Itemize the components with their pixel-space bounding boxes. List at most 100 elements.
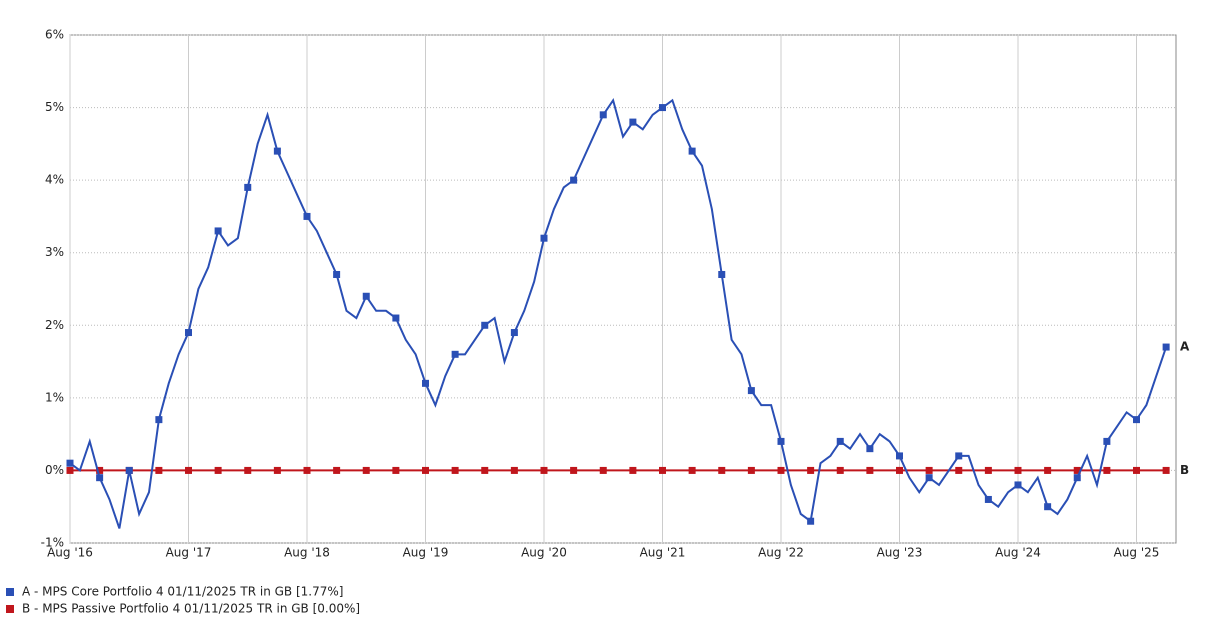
series-marker: [244, 466, 252, 474]
series-marker: [96, 466, 104, 474]
series-marker: [303, 466, 311, 474]
y-tick-label: 6%: [45, 28, 64, 42]
series-marker: [1044, 466, 1052, 474]
series-marker: [1103, 466, 1111, 474]
series-marker: [807, 466, 815, 474]
series-marker: [1162, 343, 1170, 351]
y-tick-label: 2%: [45, 318, 64, 332]
series-marker: [570, 176, 578, 184]
series-marker: [599, 111, 607, 119]
series-marker: [777, 437, 785, 445]
series-marker: [155, 416, 163, 424]
legend-label: B - MPS Passive Portfolio 4 01/11/2025 T…: [22, 602, 360, 616]
series-marker: [836, 437, 844, 445]
series-marker: [1073, 474, 1081, 482]
series-marker: [333, 466, 341, 474]
series-marker: [244, 183, 252, 191]
series-marker: [718, 270, 726, 278]
x-tick-label: Aug '25: [1114, 546, 1160, 560]
legend-label: A - MPS Core Portfolio 4 01/11/2025 TR i…: [22, 585, 343, 599]
x-tick-label: Aug '19: [403, 546, 449, 560]
y-tick-label: 0%: [45, 463, 64, 477]
series-marker: [984, 466, 992, 474]
series-marker: [66, 466, 74, 474]
x-tick-label: Aug '22: [758, 546, 804, 560]
series-marker: [747, 466, 755, 474]
series-marker: [66, 459, 74, 467]
series-line: [69, 97, 1168, 529]
series-marker: [718, 466, 726, 474]
series-marker: [629, 466, 637, 474]
series-marker: [510, 466, 518, 474]
series-marker: [422, 466, 429, 474]
series-marker: [481, 466, 489, 474]
x-tick-label: Aug '18: [284, 546, 330, 560]
plot-area: [69, 34, 1177, 544]
series-marker: [807, 517, 815, 525]
y-tick-label: 1%: [45, 390, 64, 404]
x-tick-label: Aug '16: [47, 546, 93, 560]
series-marker: [984, 495, 992, 503]
legend-swatch: [6, 605, 14, 613]
series-marker: [659, 104, 666, 112]
series-marker: [1014, 481, 1022, 489]
series-marker: [1014, 466, 1022, 474]
series-marker: [1103, 437, 1111, 445]
series-marker: [214, 466, 222, 474]
series-marker: [451, 350, 459, 358]
y-tick-label: 5%: [45, 100, 64, 114]
x-tick-label: Aug '24: [995, 546, 1041, 560]
series-marker: [925, 466, 933, 474]
series-marker: [747, 387, 755, 395]
series-marker: [214, 227, 222, 235]
series-marker: [510, 329, 518, 337]
series-marker: [185, 329, 192, 337]
series-marker: [866, 466, 874, 474]
series-marker: [896, 466, 903, 474]
x-tick-label: Aug '23: [877, 546, 923, 560]
y-tick-label: 3%: [45, 245, 64, 259]
series-marker: [362, 466, 370, 474]
x-tick-label: Aug '17: [166, 546, 212, 560]
series-marker: [836, 466, 844, 474]
x-tick-label: Aug '21: [640, 546, 686, 560]
series-marker: [273, 147, 281, 155]
series-marker: [570, 466, 578, 474]
series-marker: [777, 466, 785, 474]
series-marker: [155, 466, 163, 474]
series-marker: [1162, 466, 1170, 474]
series-marker: [451, 466, 459, 474]
series-marker: [688, 466, 696, 474]
end-label: B: [1180, 463, 1189, 477]
series-marker: [955, 452, 963, 460]
series-marker: [392, 466, 400, 474]
series-marker: [392, 314, 400, 322]
y-tick-label: 4%: [45, 173, 64, 187]
legend-swatch: [6, 588, 14, 596]
series-marker: [333, 270, 341, 278]
series-marker: [1073, 466, 1081, 474]
series-marker: [1044, 503, 1052, 511]
series-marker: [481, 321, 489, 329]
series-marker: [896, 452, 903, 460]
series-marker: [303, 212, 311, 220]
series-marker: [96, 474, 104, 482]
series-marker: [1133, 416, 1140, 424]
series-marker: [659, 466, 666, 474]
series-marker: [125, 466, 133, 474]
series-marker: [925, 474, 933, 482]
series-marker: [955, 466, 963, 474]
series-marker: [1133, 466, 1140, 474]
series-marker: [629, 118, 637, 126]
series-marker: [422, 379, 429, 387]
series-marker: [688, 147, 696, 155]
series-marker: [185, 466, 192, 474]
series-marker: [540, 466, 548, 474]
end-label: A: [1180, 340, 1190, 354]
series-marker: [866, 445, 874, 453]
series-marker: [540, 234, 548, 242]
series-marker: [362, 292, 370, 300]
y-tick-label: -1%: [41, 536, 64, 550]
series-marker: [273, 466, 281, 474]
